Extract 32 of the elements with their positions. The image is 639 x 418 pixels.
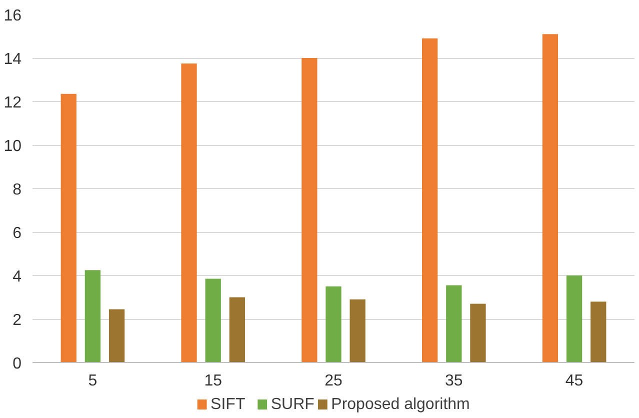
y-tick-label: 0 [12,356,22,372]
bar [350,299,366,362]
bar [205,278,221,362]
bar [470,304,486,362]
bar [181,63,197,362]
x-tick-label: 45 [565,372,584,390]
bar [422,38,438,362]
bar [566,276,582,362]
y-tick-label: 16 [4,8,22,24]
y-tick-label: 12 [4,94,22,112]
legend-label: SURF [270,396,315,413]
bar [542,34,558,362]
y-tick-label: 10 [4,138,22,155]
bar [108,309,125,362]
y-tick-label: 2 [12,312,22,329]
legend-label: Proposed algorithm [331,396,470,413]
bar [84,270,101,362]
x-tick-label: 25 [324,372,342,390]
y-tick-label: 4 [12,268,22,286]
bar [326,286,342,362]
bar [446,285,462,362]
bar [229,297,246,362]
bar [60,94,76,362]
x-tick-label: 35 [445,372,463,390]
bar [302,58,318,362]
bar [590,302,606,362]
x-tick-label: 5 [88,372,98,390]
y-tick-label: 14 [4,51,22,68]
x-tick-label: 15 [204,372,222,390]
y-tick-label: 8 [12,182,22,198]
y-tick-label: 6 [12,225,22,242]
legend-label: SIFT [210,396,246,413]
